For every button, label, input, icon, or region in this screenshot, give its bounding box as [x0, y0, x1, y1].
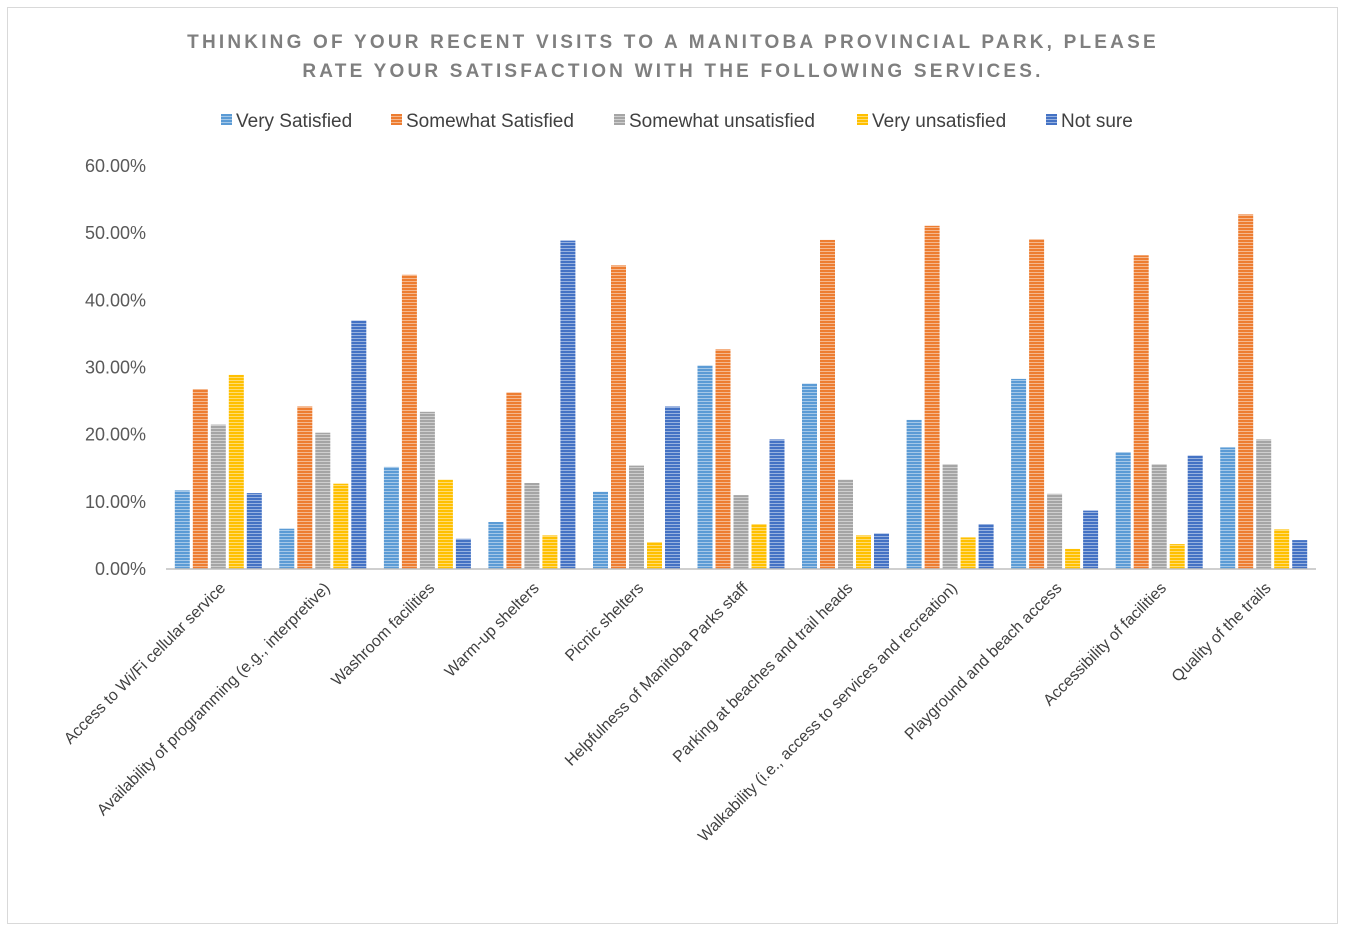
bar-somewhat-unsatisfied-9 — [1047, 493, 1063, 569]
bar-very-unsatisfied-4 — [542, 535, 558, 569]
bar-very-unsatisfied-5 — [647, 542, 662, 569]
y-tick-label: 40.00% — [85, 290, 146, 310]
bar-somewhat-unsatisfied-10 — [1151, 464, 1167, 569]
x-tick-label: Washroom facilities — [329, 580, 439, 690]
legend-item-not-sure: Not sure — [1046, 111, 1133, 132]
bar-not-sure-6 — [769, 439, 785, 569]
bar-not-sure-4 — [560, 240, 576, 569]
bar-very-unsatisfied-9 — [1065, 548, 1081, 569]
chart-title-line-2: RATE YOUR SATISFACTION WITH THE FOLLOWIN… — [302, 61, 1043, 82]
bar-not-sure-5 — [665, 406, 680, 569]
y-tick-label: 0.00% — [95, 559, 146, 579]
bar-very-unsatisfied-8 — [960, 537, 976, 569]
bar-somewhat-unsatisfied-7 — [838, 479, 853, 569]
legend-label-very-satisfied: Very Satisfied — [236, 111, 352, 132]
x-tick-label: Helpfulness of Manitoba Parks staff — [562, 579, 752, 769]
bar-somewhat-satisfied-1 — [192, 389, 208, 569]
bar-not-sure-3 — [455, 538, 471, 569]
bar-very-satisfied-7 — [802, 383, 817, 569]
bar-somewhat-satisfied-10 — [1133, 255, 1149, 570]
bar-very-unsatisfied-2 — [333, 483, 349, 569]
x-tick-label: Quality of the trails — [1169, 580, 1275, 686]
chart-legend: Very Satisfied Somewhat Satisfied Somewhat… — [221, 111, 1133, 132]
x-tick-label: Availability of programming (e.g., inter… — [94, 580, 333, 819]
bars-group — [174, 214, 1308, 570]
bar-very-satisfied-4 — [488, 522, 504, 569]
y-tick-label: 50.00% — [85, 223, 146, 243]
legend-item-somewhat-satisfied: Somewhat Satisfied — [391, 111, 574, 132]
legend-swatch-not-sure — [1046, 114, 1057, 125]
y-tick-label: 60.00% — [85, 156, 146, 176]
bar-very-satisfied-11 — [1220, 447, 1236, 569]
bar-somewhat-satisfied-5 — [611, 265, 626, 569]
bar-somewhat-unsatisfied-1 — [210, 424, 226, 569]
legend-item-somewhat-unsatisfied: Somewhat unsatisfied — [614, 111, 815, 132]
legend-swatch-very-unsatisfied — [857, 114, 868, 125]
bar-very-satisfied-6 — [697, 365, 713, 569]
legend-label-not-sure: Not sure — [1061, 111, 1133, 132]
legend-label-very-unsatisfied: Very unsatisfied — [872, 111, 1006, 132]
bar-somewhat-unsatisfied-2 — [315, 432, 331, 569]
bar-somewhat-unsatisfied-3 — [419, 411, 435, 569]
bar-somewhat-unsatisfied-8 — [942, 464, 958, 569]
legend-swatch-somewhat-satisfied — [391, 114, 402, 125]
x-axis: Access to Wi/Fi cellular serviceAvailabi… — [61, 579, 1274, 845]
bar-somewhat-satisfied-9 — [1029, 239, 1045, 569]
bar-very-unsatisfied-7 — [856, 535, 871, 569]
bar-very-unsatisfied-3 — [437, 479, 453, 569]
bar-somewhat-unsatisfied-6 — [733, 495, 749, 569]
bar-somewhat-unsatisfied-4 — [524, 483, 540, 569]
y-tick-label: 30.00% — [85, 358, 146, 378]
x-tick-label: Accessibility of facilities — [1040, 580, 1170, 710]
bar-very-unsatisfied-6 — [751, 524, 767, 569]
bar-not-sure-8 — [978, 524, 994, 569]
bar-somewhat-unsatisfied-11 — [1256, 439, 1272, 569]
y-tick-label: 10.00% — [85, 492, 146, 512]
bar-not-sure-10 — [1187, 455, 1203, 569]
bar-not-sure-2 — [351, 320, 367, 569]
bar-somewhat-satisfied-4 — [506, 392, 522, 569]
bar-very-satisfied-3 — [383, 466, 399, 569]
legend-swatch-somewhat-unsatisfied — [614, 114, 625, 125]
bar-very-satisfied-2 — [279, 528, 295, 569]
x-tick-label: Picnic shelters — [562, 580, 647, 665]
x-tick-label: Parking at beaches and trail heads — [670, 580, 856, 766]
bar-somewhat-satisfied-8 — [924, 225, 940, 570]
bar-very-satisfied-9 — [1011, 378, 1027, 569]
bar-very-unsatisfied-10 — [1169, 544, 1185, 569]
legend-item-very-satisfied: Very Satisfied — [221, 111, 352, 132]
bar-somewhat-unsatisfied-5 — [629, 465, 644, 569]
bar-somewhat-satisfied-11 — [1238, 214, 1254, 569]
legend-swatch-very-satisfied — [221, 114, 232, 125]
legend-label-somewhat-unsatisfied: Somewhat unsatisfied — [629, 111, 815, 132]
x-tick-label: Access to Wi/Fi cellular service — [61, 580, 229, 748]
bar-somewhat-satisfied-2 — [297, 406, 313, 569]
y-tick-label: 20.00% — [85, 425, 146, 445]
y-axis: 0.00% 10.00% 20.00% 30.00% 40.00% 50.00% 60.00… — [85, 156, 146, 579]
bar-very-satisfied-1 — [174, 490, 190, 569]
x-tick-label: Warm-up shelters — [442, 580, 543, 681]
bar-not-sure-7 — [874, 533, 889, 569]
bar-very-unsatisfied-11 — [1274, 529, 1290, 569]
bar-not-sure-11 — [1292, 540, 1308, 569]
bar-very-satisfied-8 — [906, 419, 922, 569]
legend-label-somewhat-satisfied: Somewhat Satisfied — [406, 111, 574, 132]
bar-not-sure-9 — [1083, 510, 1099, 569]
bar-very-unsatisfied-1 — [228, 374, 244, 569]
bar-somewhat-satisfied-3 — [401, 274, 417, 569]
bar-somewhat-satisfied-6 — [715, 349, 731, 569]
bar-very-satisfied-10 — [1115, 452, 1131, 569]
legend-item-very-unsatisfied: Very unsatisfied — [857, 111, 1006, 132]
bar-very-satisfied-5 — [593, 491, 608, 569]
bar-somewhat-satisfied-7 — [820, 239, 835, 569]
bar-not-sure-1 — [246, 493, 262, 569]
chart-title-line-1: THINKING OF YOUR RECENT VISITS TO A MANI… — [187, 32, 1159, 53]
